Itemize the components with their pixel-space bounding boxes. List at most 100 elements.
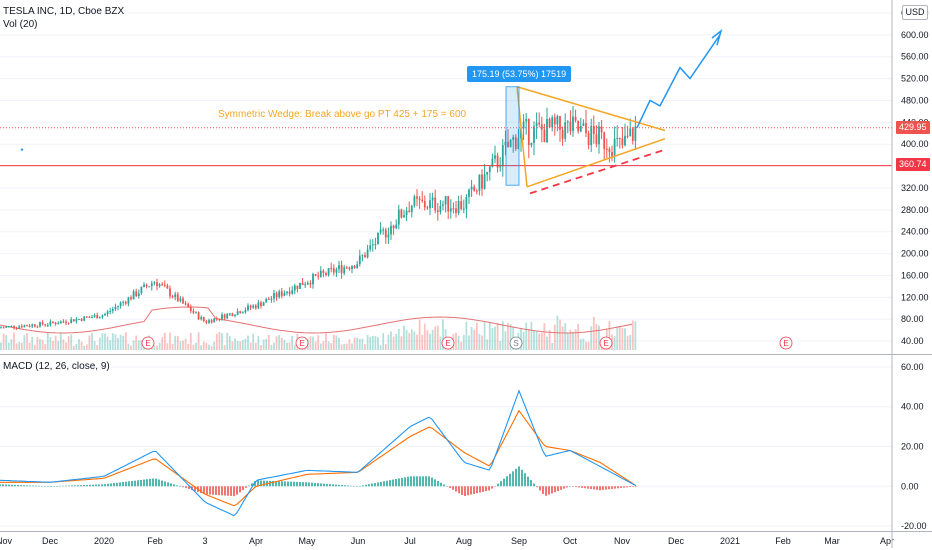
candle-body [5, 326, 8, 328]
histogram-bar [272, 480, 274, 487]
volume-bar [343, 343, 346, 350]
volume-bar [226, 332, 229, 350]
candle-body [18, 326, 21, 328]
candle-body [169, 288, 171, 297]
candle-body [429, 200, 431, 209]
volume-bar [54, 335, 57, 350]
candle-body [600, 126, 603, 133]
wedge-annotation[interactable]: Symmetric Wedge: Break above go PT 425 +… [218, 109, 467, 120]
volume-bar [39, 339, 41, 350]
volume-bar [31, 336, 34, 350]
volume-bar [49, 337, 52, 350]
histogram-bar [50, 486, 52, 487]
candle-body [10, 325, 13, 327]
currency-button[interactable]: USD [902, 5, 928, 20]
candle-body [54, 322, 57, 325]
volume-bar [540, 332, 543, 350]
volume-bar [535, 330, 538, 350]
candle-body [496, 155, 499, 168]
date-tick-label: Dec [668, 536, 685, 546]
volume-bar [260, 345, 262, 350]
volume-bar [5, 335, 8, 350]
histogram-bar [44, 486, 46, 487]
histogram-bar [218, 486, 220, 496]
volume-bar [366, 334, 369, 350]
volume-bar [192, 344, 195, 350]
histogram-bar [314, 482, 316, 487]
volume-bar [504, 331, 507, 350]
volume-bar [78, 339, 80, 350]
candle-body [592, 125, 595, 135]
histogram-bar [206, 486, 208, 495]
candle-body [566, 121, 569, 123]
candle-body [36, 326, 39, 328]
volume-bar [236, 341, 239, 350]
histogram-bar [449, 486, 451, 489]
histogram-bar [569, 486, 571, 487]
volume-bar [431, 329, 434, 350]
price-tick-label: 160.00 [901, 270, 929, 280]
histogram-bar [149, 478, 151, 487]
histogram-bar [173, 484, 175, 487]
candle-body [140, 287, 143, 294]
candle-body [215, 318, 218, 320]
volume-bar [117, 338, 119, 350]
volume-bar [252, 333, 255, 350]
volume-bar [613, 336, 616, 350]
candle-body [62, 321, 65, 323]
histogram-bar [431, 477, 433, 487]
volume-bar [283, 339, 286, 350]
histogram-bar [23, 485, 25, 487]
candle-body [244, 310, 247, 313]
date-tick-label: Jul [404, 536, 416, 546]
volume-bar [577, 323, 580, 350]
volume-bar [122, 335, 125, 350]
candle-body [270, 298, 273, 300]
candle-body [265, 298, 268, 303]
histogram-bar [593, 486, 595, 490]
volume-indicator-label[interactable]: Vol (20) [3, 19, 38, 30]
candle-body [540, 124, 543, 130]
volume-bar [210, 345, 213, 350]
histogram-bar [440, 482, 442, 487]
candle-body [200, 317, 203, 320]
candle-body [13, 325, 15, 328]
histogram-bar [188, 486, 190, 490]
histogram-bar [152, 478, 154, 487]
candle-body [369, 245, 372, 250]
candle-body [494, 155, 496, 159]
volume-bar [249, 342, 252, 350]
candle-body [148, 286, 151, 288]
wedge-upper-line [516, 86, 666, 132]
volume-bar [221, 333, 223, 350]
current-price-badge: 429.95 [896, 121, 930, 134]
histogram-bar [536, 486, 538, 488]
macd-indicator-label[interactable]: MACD (12, 26, close, 9) [3, 361, 110, 372]
histogram-bar [161, 480, 163, 487]
candle-body [288, 291, 291, 294]
histogram-bar [548, 486, 550, 495]
candle-body [512, 137, 515, 140]
candle-body [93, 315, 96, 318]
candle-body [20, 326, 23, 328]
volume-bar [439, 336, 442, 350]
histogram-bar [473, 486, 475, 494]
volume-bar [634, 321, 637, 350]
volume-bar [566, 332, 569, 350]
histogram-bar [500, 481, 502, 487]
volume-bar [309, 336, 312, 350]
candle-body [408, 210, 411, 212]
histogram-bar [551, 486, 553, 494]
volume-bar [239, 341, 242, 350]
histogram-bar [401, 477, 403, 487]
candle-body [275, 293, 278, 298]
volume-bar [592, 316, 595, 350]
volume-bar [530, 321, 533, 350]
histogram-bar [284, 481, 286, 487]
volume-bar [475, 322, 478, 350]
histogram-bar [326, 483, 328, 487]
candle-body [161, 284, 164, 286]
histogram-bar [236, 486, 238, 495]
volume-bar [187, 344, 190, 350]
